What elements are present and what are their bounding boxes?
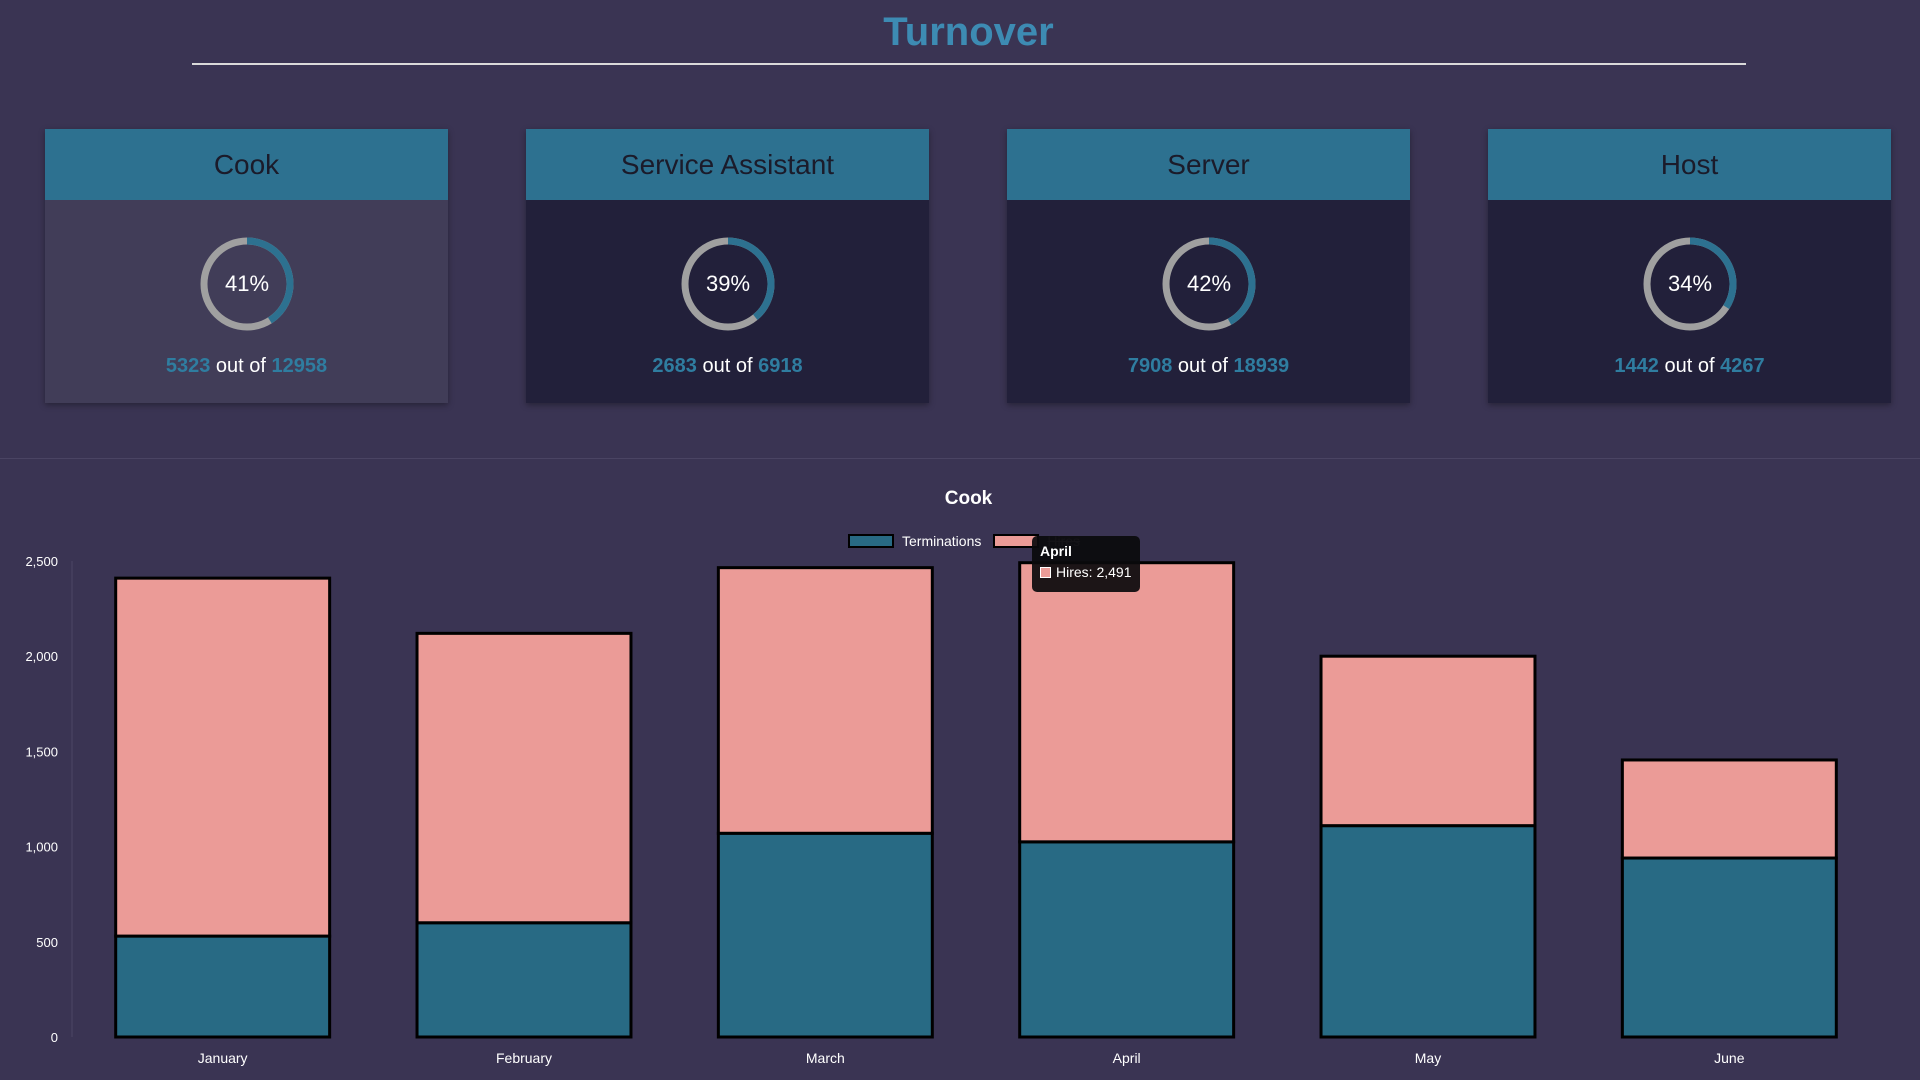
- card-cook[interactable]: Cook 41% 5323 out of 12958: [45, 129, 448, 403]
- page-title: Turnover: [883, 10, 1054, 54]
- donut-arc: [200, 237, 294, 331]
- x-tick-label: May: [1415, 1050, 1441, 1066]
- donut-svg: [1162, 237, 1256, 331]
- donut-percent: 34%: [1667, 271, 1713, 296]
- card-title: Server: [1007, 129, 1410, 200]
- x-tick-label: February: [496, 1050, 552, 1066]
- donut-chart: 41%: [199, 236, 295, 332]
- bar-terminations: [1319, 824, 1537, 1039]
- chart-title: Cook: [944, 488, 993, 509]
- terminated-count: 7908: [1127, 355, 1173, 377]
- x-tick-label: January: [198, 1050, 248, 1066]
- legend-swatch-terminations: [848, 534, 894, 548]
- bar-terminations: [1620, 856, 1838, 1039]
- donut-arc: [1162, 237, 1256, 331]
- stats-separator: out of: [702, 355, 753, 377]
- donut-chart: 42%: [1161, 236, 1257, 332]
- bar-hires: [1319, 654, 1537, 828]
- y-tick-label: 500: [36, 935, 58, 950]
- terminated-count: 2683: [652, 355, 697, 377]
- section-divider: [0, 458, 1920, 459]
- y-tick-label: 1,500: [25, 744, 58, 759]
- card-stats: 2683 out of 6918: [526, 355, 929, 378]
- bar-terminations: [415, 921, 633, 1039]
- title-underline: [192, 63, 1746, 65]
- total-count: 12958: [271, 355, 328, 377]
- legend-item-terminations[interactable]: Terminations: [848, 533, 981, 549]
- x-tick-label: March: [806, 1050, 845, 1066]
- total-count: 4267: [1720, 355, 1765, 377]
- x-tick-label: April: [1113, 1050, 1141, 1066]
- tooltip-title: April: [1040, 543, 1072, 559]
- bar-terminations: [114, 934, 332, 1039]
- y-tick-label: 2,000: [25, 649, 58, 664]
- bar-terminations: [1018, 840, 1236, 1039]
- donut-percent: 42%: [1186, 271, 1232, 296]
- x-tick-label: June: [1714, 1050, 1745, 1066]
- donut-svg: [200, 237, 294, 331]
- donut-percent: 39%: [705, 271, 751, 296]
- y-tick-label: 0: [51, 1030, 58, 1045]
- card-service-assistant[interactable]: Service Assistant 39% 2683 out of 6918: [526, 129, 929, 403]
- stacked-bar-chart: 0 500 1,000 1,500 2,000 2,500 January February M…: [0, 460, 1920, 1080]
- bar-hires: [1620, 758, 1838, 860]
- y-tick-label: 2,500: [25, 554, 58, 569]
- bar-hires: [716, 566, 934, 835]
- total-count: 18939: [1233, 355, 1290, 377]
- card-stats: 7908 out of 18939: [1007, 355, 1410, 378]
- card-title: Service Assistant: [526, 129, 929, 200]
- legend-label-terminations: Terminations: [902, 533, 982, 549]
- donut-chart: 34%: [1642, 236, 1738, 332]
- stats-separator: out of: [1177, 355, 1228, 377]
- terminated-count: 1442: [1614, 355, 1659, 377]
- tooltip-label: Hires: 2,491: [1056, 564, 1132, 580]
- total-count: 6918: [758, 355, 803, 377]
- stats-separator: out of: [215, 355, 266, 377]
- y-tick-label: 1,000: [25, 840, 58, 855]
- card-host[interactable]: Host 34% 1442 out of 4267: [1488, 129, 1891, 403]
- donut-arc: [681, 237, 775, 331]
- chart-svg: 0 500 1,000 1,500 2,000 2,500 January February M…: [25, 554, 1838, 1066]
- card-title: Cook: [45, 129, 448, 200]
- card-server[interactable]: Server 42% 7908 out of 18939: [1007, 129, 1410, 403]
- bar-hires: [114, 576, 332, 938]
- chart-tooltip: April Hires: 2,491: [1032, 536, 1140, 592]
- donut-svg: [681, 237, 775, 331]
- bar-hires: [415, 631, 633, 925]
- tooltip-swatch: [1040, 566, 1051, 578]
- donut-svg: [1643, 237, 1737, 331]
- donut-percent: 41%: [224, 271, 270, 296]
- card-stats: 1442 out of 4267: [1488, 355, 1891, 378]
- stats-separator: out of: [1664, 355, 1715, 377]
- tooltip-row: Hires: 2,491: [1040, 564, 1132, 580]
- bar-terminations: [716, 831, 934, 1039]
- bar-hires: [1018, 561, 1236, 844]
- card-stats: 5323 out of 12958: [45, 355, 448, 378]
- donut-arc: [1643, 237, 1737, 331]
- donut-chart: 39%: [680, 236, 776, 332]
- card-title: Host: [1488, 129, 1891, 200]
- terminated-count: 5323: [165, 355, 211, 377]
